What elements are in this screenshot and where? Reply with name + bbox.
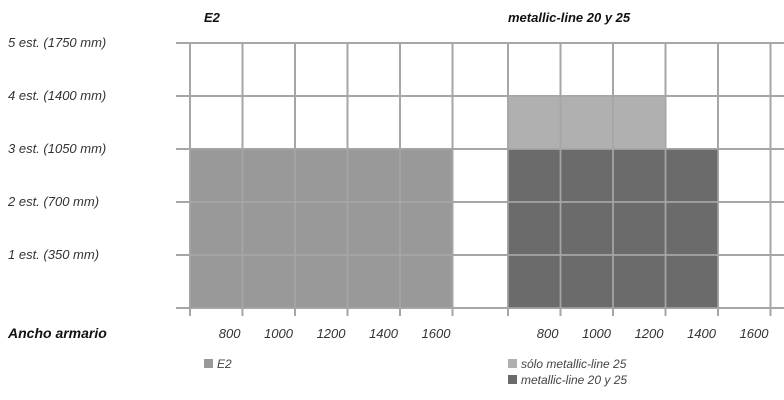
availability-cell <box>613 96 666 149</box>
row-label: 3 est. (1050 mm) <box>8 141 106 156</box>
availability-cell <box>295 149 348 202</box>
availability-cell <box>560 202 613 255</box>
row-label: 1 est. (350 mm) <box>8 247 99 262</box>
availability-cell <box>508 202 561 255</box>
width-tick-label: 1000 <box>264 326 294 341</box>
availability-cell <box>508 96 561 149</box>
availability-cell <box>400 149 453 202</box>
availability-cell <box>613 202 666 255</box>
legend-label: sólo metallic-line 25 <box>521 357 627 371</box>
x-axis-title: Ancho armario <box>7 325 107 341</box>
cell-border <box>664 148 719 203</box>
availability-cell <box>347 255 400 308</box>
row-label: 4 est. (1400 mm) <box>8 88 106 103</box>
availability-cell <box>190 255 243 308</box>
row-label: 5 est. (1750 mm) <box>8 35 106 50</box>
width-tick-label: 1600 <box>740 326 770 341</box>
width-tick-label: 1400 <box>369 326 399 341</box>
cell-border <box>399 148 454 203</box>
availability-cell <box>242 149 295 202</box>
availability-cell <box>347 149 400 202</box>
width-tick-label: 800 <box>219 326 241 341</box>
width-tick-label: 1400 <box>687 326 717 341</box>
availability-cell <box>613 149 666 202</box>
legend-swatch <box>204 359 213 368</box>
availability-cell <box>508 255 561 308</box>
legend: E2 sólo metallic-line 25 metallic-line 20 … <box>204 357 627 387</box>
availability-cell <box>400 202 453 255</box>
availability-cell <box>190 149 243 202</box>
availability-cell <box>190 202 243 255</box>
availability-cell <box>560 96 613 149</box>
labels: 5 est. (1750 mm) 4 est. (1400 mm) 3 est. (… <box>7 10 769 341</box>
row-label: 2 est. (700 mm) <box>7 194 99 209</box>
legend-label: metallic-line 20 y 25 <box>521 373 627 387</box>
legend-swatch <box>508 375 517 384</box>
availability-cell <box>665 202 718 255</box>
width-tick-label: 1000 <box>582 326 612 341</box>
availability-cell <box>347 202 400 255</box>
availability-cell <box>560 255 613 308</box>
availability-cell <box>613 255 666 308</box>
availability-cell <box>295 202 348 255</box>
availability-cell <box>242 202 295 255</box>
availability-cell <box>295 255 348 308</box>
availability-cell <box>665 149 718 202</box>
panel-title: metallic-line 20 y 25 <box>508 10 631 25</box>
availability-cell <box>242 255 295 308</box>
width-tick-label: 800 <box>537 326 559 341</box>
cell-border <box>612 95 667 150</box>
panel-title: E2 <box>204 10 221 25</box>
legend-swatch <box>508 359 517 368</box>
cells <box>190 96 718 308</box>
availability-cell <box>665 255 718 308</box>
width-tick-label: 1600 <box>422 326 452 341</box>
availability-cell <box>400 255 453 308</box>
availability-cell <box>508 149 561 202</box>
availability-cell <box>560 149 613 202</box>
overlay <box>189 95 719 309</box>
width-tick-label: 1200 <box>317 326 347 341</box>
width-tick-label: 1200 <box>635 326 665 341</box>
legend-label: E2 <box>217 357 232 371</box>
